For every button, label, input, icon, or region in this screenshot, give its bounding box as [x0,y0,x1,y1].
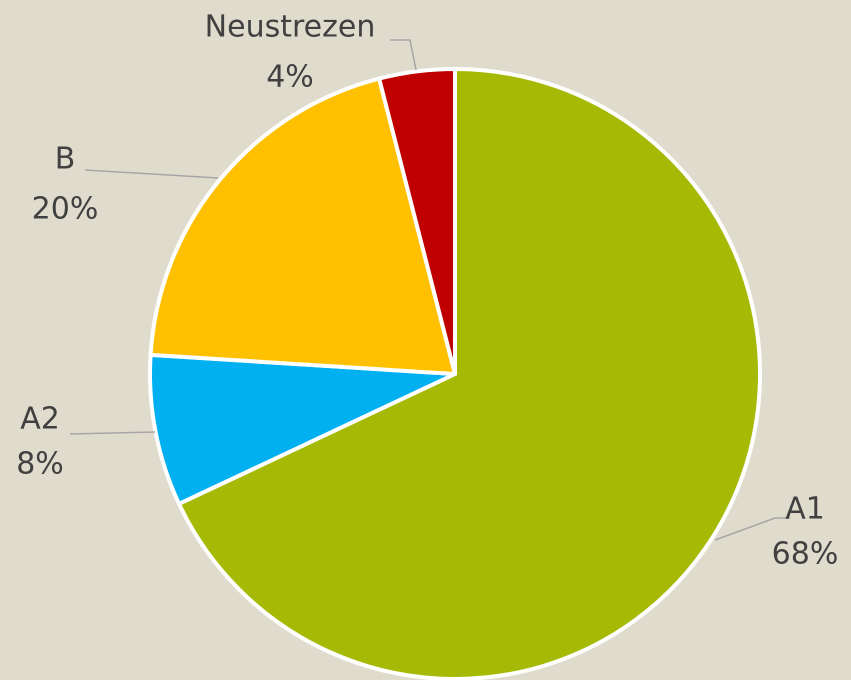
category-label: A2 [20,402,60,437]
value-label: 8% [16,447,64,482]
category-label: A1 [785,492,825,527]
leader-line [69,431,156,435]
leader-line [714,517,790,541]
category-label: Neustrezen [205,10,376,45]
pie-slice [148,76,457,376]
category-label: B [55,142,76,177]
pie-slice [377,67,457,376]
pie-slice [177,67,762,680]
pie-slice [148,352,457,506]
leader-line [390,39,417,71]
value-label: 4% [266,60,314,95]
value-label: 20% [32,192,99,227]
leader-line [84,169,219,179]
value-label: 68% [772,537,839,572]
